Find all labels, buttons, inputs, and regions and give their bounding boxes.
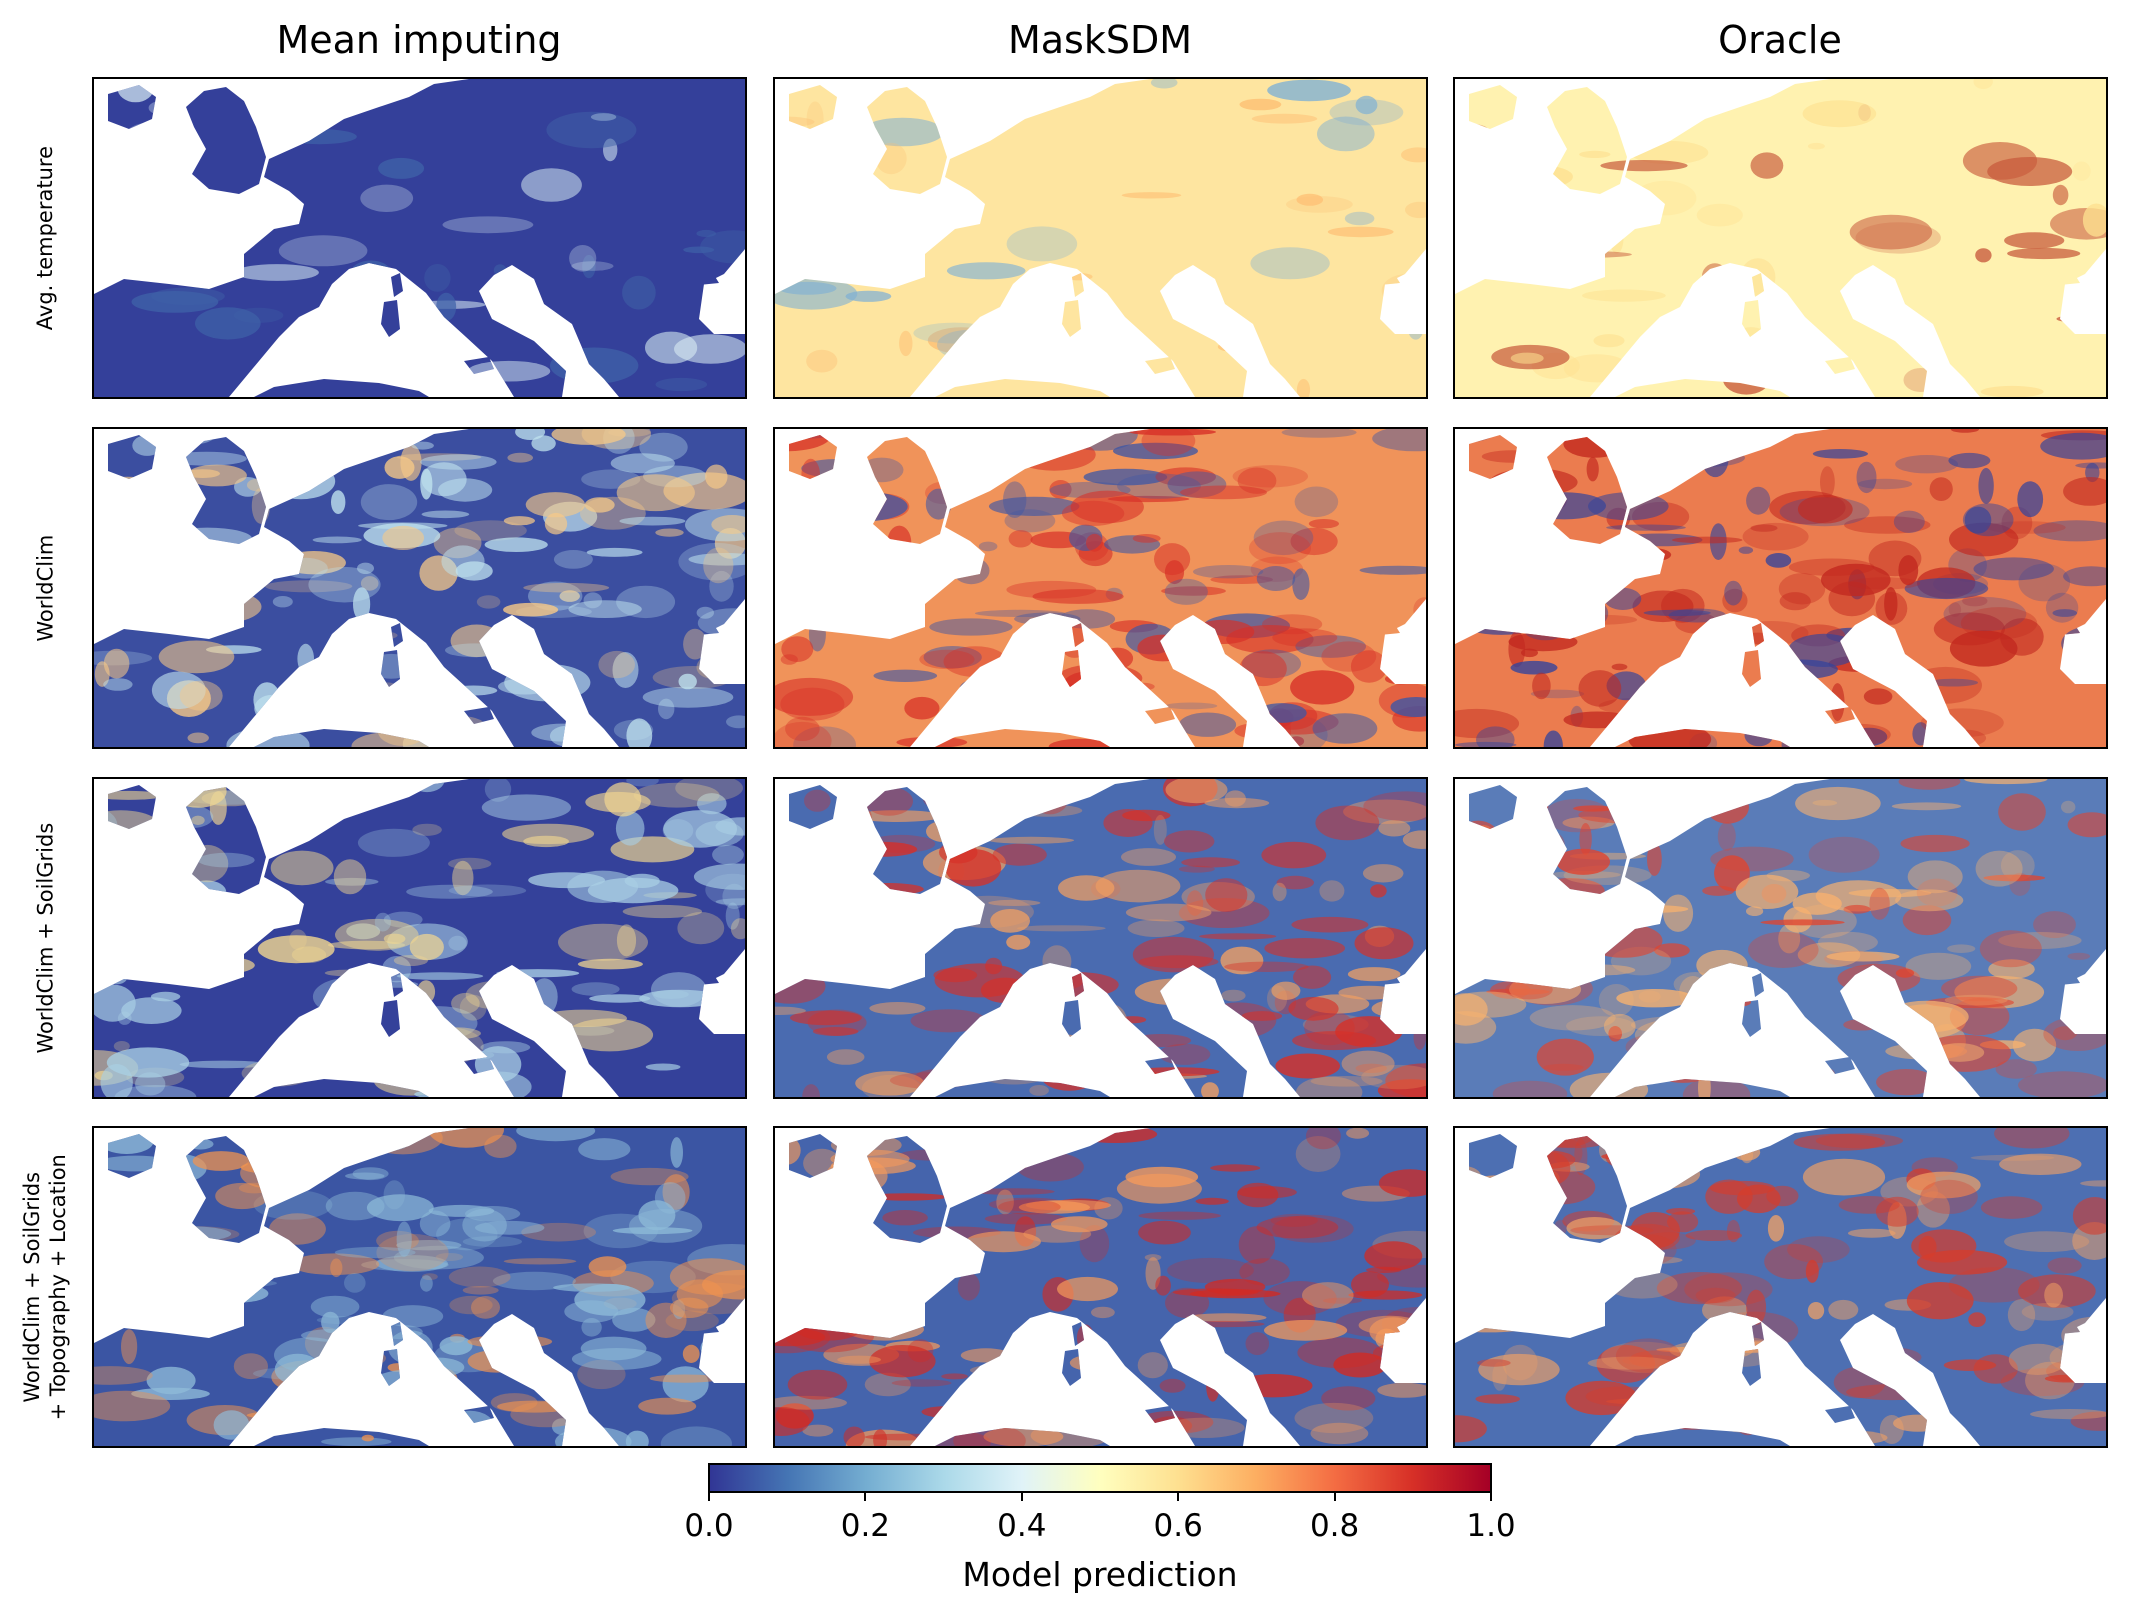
row-label-line: Avg. temperature xyxy=(32,145,57,331)
row-label-2: WorldClim + SoilGrids xyxy=(0,777,90,1099)
europe-map xyxy=(94,79,745,397)
map-panel-r3-c2 xyxy=(1453,1126,2108,1448)
europe-map xyxy=(775,79,1426,397)
colorbar-tick-label: 0.0 xyxy=(684,1508,734,1544)
map-panel-r1-c1 xyxy=(773,427,1428,749)
colorbar-tick-label: 0.4 xyxy=(997,1508,1047,1544)
map-panel-r0-c1 xyxy=(773,77,1428,399)
row-label-line: WorldClim + SoilGrids xyxy=(19,1171,44,1403)
colorbar xyxy=(708,1463,1492,1493)
europe-map xyxy=(1455,1128,2106,1446)
map-panel-r1-c2 xyxy=(1453,427,2108,749)
landmass xyxy=(775,779,1426,1097)
colorbar-tick xyxy=(708,1491,710,1501)
europe-map xyxy=(1455,779,2106,1097)
europe-map xyxy=(1455,429,2106,747)
landmass xyxy=(94,79,745,397)
map-panel-r0-c2 xyxy=(1453,77,2108,399)
europe-map xyxy=(1455,79,2106,397)
landmass xyxy=(775,1128,1426,1446)
column-title-1: MaskSDM xyxy=(1007,18,1193,62)
colorbar-label: Model prediction xyxy=(962,1555,1238,1594)
colorbar-tick-label: 0.8 xyxy=(1309,1508,1360,1544)
colorbar-tick xyxy=(1177,1491,1180,1501)
column-title-2: Oracle xyxy=(1718,18,1842,62)
europe-map xyxy=(94,429,745,747)
map-panel-r2-c1 xyxy=(773,777,1428,1099)
row-label-line: WorldClim + SoilGrids xyxy=(32,822,57,1054)
landmass xyxy=(775,79,1426,397)
colorbar-tick-label: 0.6 xyxy=(1153,1508,1203,1544)
landmass xyxy=(775,429,1426,747)
colorbar-tick xyxy=(1333,1491,1336,1501)
row-label-1: WorldClim xyxy=(0,427,90,749)
map-panel-r3-c1 xyxy=(773,1126,1428,1448)
landmass xyxy=(1455,429,2106,747)
map-panel-r1-c0 xyxy=(92,427,747,749)
colorbar-tick xyxy=(1020,1491,1023,1501)
map-panel-r2-c0 xyxy=(92,777,747,1099)
europe-map xyxy=(775,429,1426,747)
landmass xyxy=(94,429,745,747)
landmass xyxy=(94,1128,745,1446)
map-panel-r0-c0 xyxy=(92,77,747,399)
colorbar-tick-label: 1.0 xyxy=(1466,1508,1516,1544)
row-label-line: WorldClim xyxy=(32,534,57,642)
map-panel-r3-c0 xyxy=(92,1126,747,1448)
europe-map xyxy=(775,1128,1426,1446)
row-label-line: + Topography + Location xyxy=(46,1153,71,1421)
colorbar-gradient xyxy=(710,1465,1490,1491)
column-title-0: Mean imputing xyxy=(276,18,562,62)
colorbar-tick-label: 0.2 xyxy=(840,1508,891,1544)
landmass xyxy=(1455,779,2106,1097)
landmass xyxy=(94,779,745,1097)
europe-map xyxy=(94,1128,745,1446)
colorbar-tick xyxy=(1490,1491,1492,1501)
map-panel-r2-c2 xyxy=(1453,777,2108,1099)
landmass xyxy=(1455,1128,2106,1446)
row-label-3: WorldClim + SoilGrids + Topography + Loca… xyxy=(0,1126,90,1448)
europe-map xyxy=(94,779,745,1097)
europe-map xyxy=(775,779,1426,1097)
landmass xyxy=(1455,79,2106,397)
row-label-0: Avg. temperature xyxy=(0,77,90,399)
colorbar-tick xyxy=(864,1491,867,1501)
